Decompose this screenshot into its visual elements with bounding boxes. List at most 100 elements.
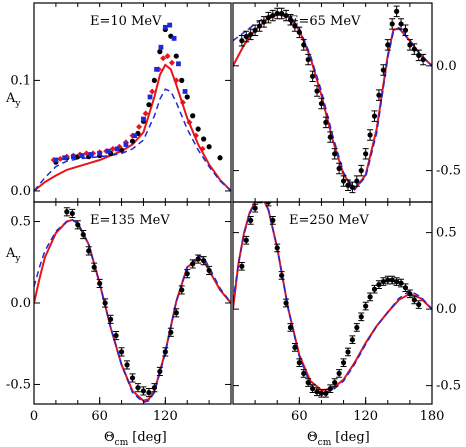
data-point [129, 138, 136, 144]
data-point [407, 42, 413, 48]
dashed-curve [34, 219, 231, 404]
data-point [354, 324, 360, 331]
data-point [75, 222, 81, 228]
data-point [158, 44, 164, 50]
ytick-label: 0.0 [436, 59, 457, 74]
data-point [283, 300, 289, 306]
data-point [168, 329, 174, 335]
data-point [274, 10, 280, 17]
ytick-label: -0.5 [436, 379, 461, 394]
data-point [363, 151, 369, 157]
data-point [154, 66, 159, 72]
dashed-curve [233, 12, 432, 191]
data-point [114, 146, 120, 152]
data-point [206, 144, 212, 150]
xlabel-right: Θcm [deg] [307, 430, 370, 447]
data-point [109, 145, 116, 152]
ylabel-bottom: Ay [5, 246, 21, 264]
data-point [332, 379, 338, 386]
data-point [296, 29, 302, 35]
data-point [314, 389, 320, 395]
data-point [173, 53, 179, 59]
panel-title: E=250 MeV [289, 213, 369, 228]
data-point [367, 132, 373, 138]
data-point [129, 375, 136, 381]
data-point [305, 56, 311, 63]
data-point [162, 349, 168, 355]
data-point [345, 349, 351, 355]
panel-title: E=65 MeV [289, 14, 361, 29]
data-point [162, 24, 168, 30]
xtick-label: 0 [30, 409, 38, 424]
data-point [327, 386, 333, 392]
data-point [201, 258, 207, 264]
data-point [270, 217, 276, 223]
data-point [398, 21, 404, 27]
panel-4: 0.5 0.0 -0.5 60 120 180 E=250 MeV [232, 194, 461, 424]
data-point [179, 287, 185, 293]
xtick-label: 180 [420, 409, 445, 424]
data-point [190, 261, 196, 267]
data-point [301, 370, 307, 376]
data-point [363, 303, 369, 309]
data-point [279, 10, 285, 17]
xtick-label: 60 [291, 409, 308, 424]
error-bar [261, 194, 267, 202]
data-point [358, 167, 364, 174]
data-point [171, 35, 177, 41]
data-point [327, 134, 333, 140]
data-point [376, 282, 382, 288]
data-point [184, 271, 190, 277]
data-point [261, 19, 267, 25]
data-point [252, 27, 258, 33]
xtick-label: 60 [91, 409, 108, 424]
ytick-label: 0.0 [436, 302, 457, 317]
data-point [371, 286, 378, 292]
data-point [132, 133, 138, 139]
data-point [318, 100, 325, 107]
plot-area [233, 194, 432, 398]
data-point [118, 349, 125, 355]
data-point [336, 370, 342, 376]
plot-area [233, 5, 432, 194]
data-point [358, 314, 364, 320]
data-point [53, 157, 59, 163]
data-point [336, 165, 342, 172]
data-point [80, 231, 86, 238]
data-point [349, 337, 355, 343]
data-point [292, 23, 298, 29]
data-point [283, 12, 289, 19]
panel-3: 0.5 0.0 -0.5 0 60 120 E=135 MeV [6, 201, 232, 424]
data-point [420, 56, 426, 63]
data-point [136, 123, 143, 130]
data-point [380, 67, 386, 73]
error-bar [256, 202, 263, 204]
data-point [86, 248, 92, 254]
data-point [257, 196, 262, 201]
data-point [64, 209, 70, 215]
data-point [345, 182, 351, 188]
ytick-label: 0.0 [10, 184, 31, 199]
ytick-label: -0.5 [6, 377, 31, 392]
data-point [318, 390, 325, 396]
data-point [274, 245, 280, 251]
data-point [411, 46, 417, 52]
data-point [407, 291, 413, 297]
data-point [217, 155, 223, 161]
data-point [256, 23, 263, 29]
xtick-label: 120 [153, 409, 178, 424]
data-point [248, 31, 254, 38]
data-point [243, 33, 249, 40]
data-point [97, 280, 103, 287]
data-point [142, 110, 149, 117]
data-point [349, 184, 355, 190]
dashed-curve [233, 202, 432, 395]
data-point [411, 297, 417, 303]
data-point [168, 59, 175, 66]
data-point [340, 360, 347, 366]
data-point [124, 362, 130, 368]
data-point [287, 17, 294, 23]
panel-1: 0.0 0.1 E=10 MeV [10, 2, 232, 203]
panel-title: E=135 MeV [90, 213, 170, 228]
